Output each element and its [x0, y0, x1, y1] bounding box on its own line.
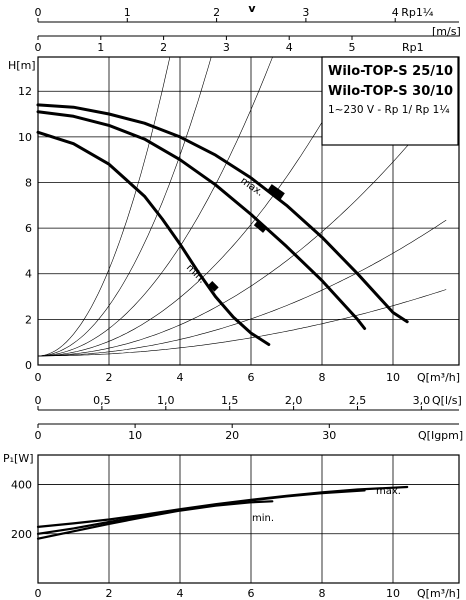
ls-tick-label: 1,0 [157, 394, 175, 407]
power-curve-max [36, 485, 409, 528]
velocity-scales: v0 1 2 3 4 Rp1¼[m/s]0 1 2 3 4 5 Rp1 [35, 2, 461, 54]
system-curve [38, 289, 447, 357]
igpm-tick-label: 30 [322, 429, 336, 442]
system-curve [38, 57, 171, 357]
power-x-axis-label: Q[m³/h] [417, 587, 460, 600]
system-curve [38, 57, 212, 357]
power-plot-frame [37, 454, 460, 584]
rp1-tick-label: 5 [349, 41, 356, 54]
system-curve-fan [38, 57, 447, 357]
power-flow-chart: 0 2 4 6 8 10 200 400 P₁[W] Q[m³/h] max. min. [3, 452, 460, 600]
product-line-1: Wilo-TOP-S 25/10 [328, 64, 453, 79]
system-curve [38, 57, 273, 357]
head-x-tick-label: 2 [106, 371, 113, 384]
rp1-label: Rp1 [402, 41, 424, 54]
min-marker [208, 281, 219, 292]
head-x-tick-label: 6 [248, 371, 255, 384]
head-curve-min [36, 130, 271, 346]
rp114-tick-label: 0 [35, 6, 42, 19]
head-y-tick-label: 6 [25, 222, 32, 235]
rp1-tick-label: 1 [97, 41, 104, 54]
system-curve [38, 57, 360, 357]
ls-tick-label: 0,5 [93, 394, 111, 407]
ls-tick-label: 3,0 [413, 394, 431, 407]
mid-marker [253, 219, 268, 233]
ls-tick-label: 2,5 [349, 394, 367, 407]
power-x-tick-label: 8 [319, 587, 326, 600]
igpm-tick-label: 20 [225, 429, 239, 442]
legend-box [321, 56, 459, 146]
power-x-tick-label: 0 [35, 587, 42, 600]
rp1-tick-label: 0 [35, 41, 42, 54]
head-y-tick-label: 0 [25, 359, 32, 372]
head-x-tick-label: 0 [35, 371, 42, 384]
head-y-tick-label: 2 [25, 313, 32, 326]
head-plot-frame [37, 56, 460, 366]
igpm-tick-label: 10 [128, 429, 142, 442]
rp1-tick-label: 2 [160, 41, 167, 54]
head-y-tick-label: 8 [25, 176, 32, 189]
rp1-tick-label: 4 [286, 41, 293, 54]
power-x-tick-label: 2 [106, 587, 113, 600]
head-x-tick-label: 4 [177, 371, 184, 384]
power-y-axis-label: P₁[W] [3, 452, 34, 465]
head-curve-mid [36, 110, 367, 330]
ls-unit: Q[l/s] [432, 394, 462, 407]
head-y-tick-label: 10 [18, 131, 32, 144]
igpm-tick-label: 0 [35, 429, 42, 442]
product-supply-text: 1~230 V - Rp 1/ Rp 1¼ [328, 104, 450, 116]
rp114-label: Rp1¼ [401, 6, 434, 19]
head-x-tick-label: 8 [319, 371, 326, 384]
power-x-tick-label: 4 [177, 587, 184, 600]
head-y-tick-label: 4 [25, 268, 32, 281]
power-min-label: min. [252, 513, 274, 524]
power-max-label: max. [376, 486, 401, 497]
head-y-tick-label: 12 [18, 85, 32, 98]
velocity-title: v [248, 2, 256, 15]
head-x-tick-label: 10 [386, 371, 400, 384]
power-curve-mid [36, 489, 366, 535]
max-marker [267, 184, 285, 200]
system-curve [38, 99, 447, 357]
rp114-tick-label: 1 [124, 6, 131, 19]
ls-tick-label: 2,0 [285, 394, 303, 407]
rp114-tick-label: 2 [213, 6, 220, 19]
product-line-2: Wilo-TOP-S 30/10 [328, 84, 453, 99]
power-y-tick-label: 200 [11, 528, 32, 541]
ls-tick-label: 0 [35, 394, 42, 407]
power-x-tick-label: 10 [386, 587, 400, 600]
igpm-unit: Q[Igpm] [418, 429, 463, 442]
flow-unit-scales: 0 0,5 1,0 1,5 2,0 2,5 3,0 Q[l/s] 0 10 20 30 Q[Igpm] [35, 394, 464, 442]
rp1-tick-label: 3 [223, 41, 230, 54]
head-y-axis-label: H[m] [8, 59, 36, 72]
power-x-tick-label: 6 [248, 587, 255, 600]
head-x-axis-label: Q[m³/h] [417, 371, 460, 384]
rp114-tick-label: 3 [302, 6, 309, 19]
head-curve-max [36, 103, 409, 324]
velocity-unit: [m/s] [432, 25, 461, 38]
ls-tick-label: 1,5 [221, 394, 239, 407]
rp114-tick-label: 4 [392, 6, 399, 19]
system-curve [38, 219, 447, 357]
power-y-tick-label: 400 [11, 479, 32, 492]
power-curve-min [36, 500, 274, 540]
